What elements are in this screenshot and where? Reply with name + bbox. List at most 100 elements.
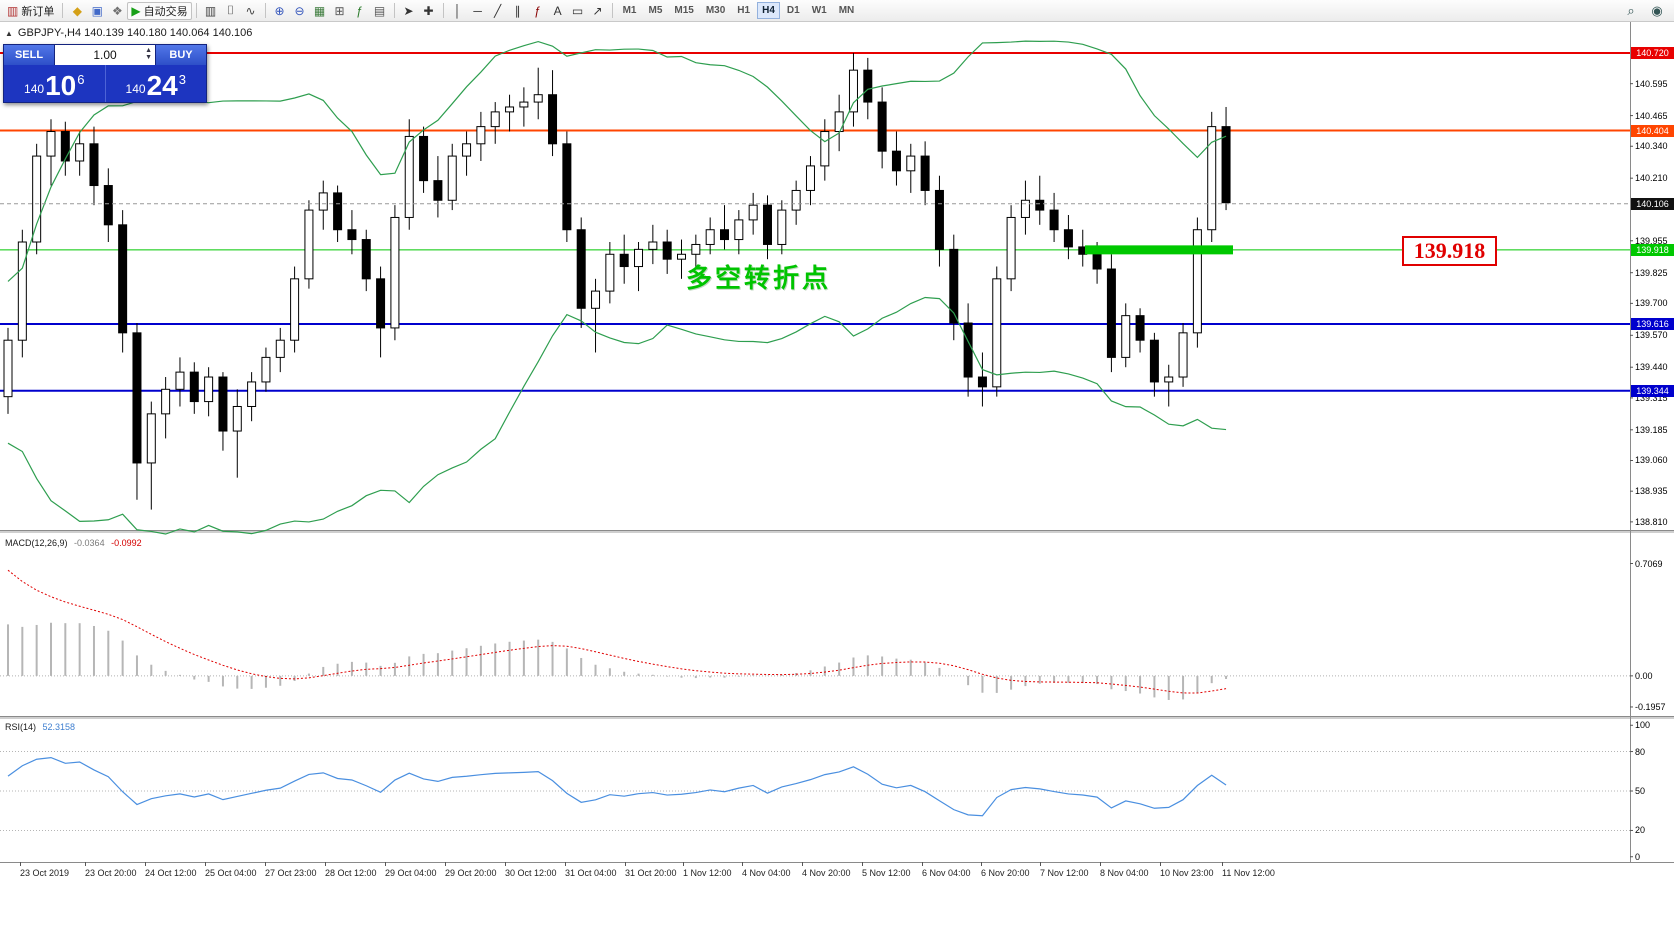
tf-mn-button[interactable]: MN (834, 2, 860, 19)
line-chart-icon: ∿ (245, 3, 256, 18)
time-axis-label: 10 Nov 23:00 (1160, 868, 1214, 878)
fibonacci-button[interactable]: ƒ (528, 2, 548, 20)
horizontal-line-button[interactable]: ─ (468, 2, 488, 20)
price-axis-label: 139.185 (1635, 424, 1668, 435)
price-axis-badge: 139.918 (1631, 243, 1674, 256)
time-axis-label: 28 Oct 12:00 (325, 868, 377, 878)
time-axis-label: 24 Oct 12:00 (145, 868, 197, 878)
macd-axis-label: -0.1957 (1635, 701, 1666, 712)
new-order-button[interactable]: ▥ 新订单 (3, 2, 58, 20)
text-label-button[interactable]: ▭ (568, 2, 588, 20)
tf-m5-button[interactable]: M5 (643, 2, 667, 19)
volume-stepper[interactable]: 1.00 ▲ ▼ (54, 45, 156, 65)
price-callout-box: 139.918 (1402, 236, 1497, 266)
buy-button[interactable]: BUY (156, 45, 206, 65)
candles (3, 52, 1231, 510)
tf-h1-button[interactable]: H1 (732, 2, 755, 19)
sell-price-pips: 10 (45, 70, 77, 101)
data-window-button[interactable]: ❖ (107, 2, 127, 20)
tf-m15-button[interactable]: M15 (669, 2, 698, 19)
toolbar-separator (393, 3, 395, 18)
tf-m1-label: M1 (622, 5, 637, 16)
price-axis-label: 140.340 (1635, 141, 1668, 152)
buy-price-point: 3 (178, 72, 186, 87)
candlestick-chart-button[interactable]: ⌷ (221, 2, 241, 20)
text-button[interactable]: A (548, 2, 568, 20)
price-axis-label: 139.700 (1635, 298, 1668, 309)
cursor-icon: ➤ (403, 3, 414, 18)
tf-h4-label: H4 (762, 5, 775, 16)
price-axis-badge: 140.404 (1631, 124, 1674, 137)
one-click-trading-panel: SELL 1.00 ▲ ▼ BUY 140 10 6 140 24 3 (3, 44, 207, 103)
bar-chart-button[interactable]: ▥ (201, 2, 221, 20)
templates-icon: ▤ (373, 3, 386, 18)
tf-d1-label: D1 (786, 5, 800, 16)
tf-h4-button[interactable]: H4 (757, 2, 780, 19)
market-watch-button[interactable]: ◆ (67, 2, 87, 20)
price-axis-badge: 140.720 (1631, 46, 1674, 59)
volume-spin-buttons: ▲ ▼ (145, 47, 152, 61)
order-level-highlight (1085, 245, 1233, 255)
sell-price-big-figure: 140 (24, 82, 45, 96)
rsi-axis-label: 0 (1635, 851, 1641, 862)
volume-value[interactable]: 1.00 (93, 48, 117, 62)
text-label-icon: ▭ (571, 3, 584, 18)
trendline-button[interactable]: ╱ (488, 2, 508, 20)
tf-m15-label: M15 (674, 5, 694, 16)
price-axis-label: 139.060 (1635, 455, 1668, 466)
line-chart-button[interactable]: ∿ (241, 2, 261, 20)
time-axis-label: 31 Oct 04:00 (565, 868, 617, 878)
equidistant-channel-button[interactable]: ∥ (508, 2, 528, 20)
toolbar-separator (264, 3, 266, 18)
time-axis-label: 6 Nov 20:00 (981, 868, 1030, 878)
tf-m1-button[interactable]: M1 (618, 2, 642, 19)
time-axis-label: 4 Nov 04:00 (742, 868, 791, 878)
buy-price[interactable]: 140 24 3 (106, 65, 207, 102)
grid-icon: ▦ (313, 3, 326, 18)
vertical-line-icon: │ (453, 3, 462, 18)
volume-down-button[interactable]: ▼ (145, 54, 152, 61)
tf-d1-button[interactable]: D1 (782, 2, 805, 19)
volume-up-button[interactable]: ▲ (145, 47, 152, 54)
price-axis-label: 139.570 (1635, 330, 1668, 341)
data-window-icon: ❖ (111, 3, 123, 18)
zoom-in-icon: ⊕ (274, 3, 285, 18)
rsi-axis-label: 50 (1635, 786, 1646, 796)
search-button[interactable]: ⌕ (1621, 2, 1641, 20)
sell-price-point: 6 (77, 72, 85, 87)
arrows-icon: ↗ (592, 3, 603, 18)
rsi-name: RSI(14) (5, 722, 37, 732)
tile-windows-button[interactable]: ⊞ (330, 2, 350, 20)
collapse-triangle-icon[interactable]: ▲ (5, 28, 13, 38)
indicators-button[interactable]: ƒ (350, 2, 370, 20)
grid-button[interactable]: ▦ (310, 2, 330, 20)
level-lines[interactable] (0, 51, 1630, 392)
community-button[interactable]: ◉ (1647, 2, 1667, 20)
vertical-line-button[interactable]: │ (448, 2, 468, 20)
rsi-indicator-label: RSI(14) 52.3158 (5, 722, 75, 732)
cursor-button[interactable]: ➤ (399, 2, 419, 20)
bollinger-bands (7, 40, 1227, 535)
auto-trading-button[interactable]: ▶ 自动交易 (127, 1, 192, 20)
toolbar-separator (442, 3, 444, 18)
tf-w1-button[interactable]: W1 (807, 2, 832, 19)
sell-price[interactable]: 140 10 6 (4, 65, 105, 102)
tf-m30-button[interactable]: M30 (701, 2, 730, 19)
candlestick-chart-icon: ⌷ (226, 3, 235, 17)
macd-histogram (0, 569, 1630, 700)
zoom-in-button[interactable]: ⊕ (270, 2, 290, 20)
time-axis-label: 5 Nov 12:00 (862, 868, 911, 878)
crosshair-button[interactable]: ✚ (419, 2, 439, 20)
time-axis-label: 25 Oct 04:00 (205, 868, 257, 878)
price-axis-label: 139.440 (1635, 362, 1668, 373)
templates-button[interactable]: ▤ (370, 2, 390, 20)
zoom-out-button[interactable]: ⊖ (290, 2, 310, 20)
arrows-button[interactable]: ↗ (588, 2, 608, 20)
symbol-ohlc-text: GBPJPY-,H4 140.139 140.180 140.064 140.1… (17, 27, 253, 39)
equidistant-channel-icon: ∥ (514, 3, 521, 18)
crosshair-icon: ✚ (423, 3, 434, 18)
profiles-button[interactable]: ▣ (87, 2, 107, 20)
macd-indicator-label: MACD(12,26,9) -0.0364 -0.0992 (5, 538, 142, 548)
sell-button[interactable]: SELL (4, 45, 54, 65)
